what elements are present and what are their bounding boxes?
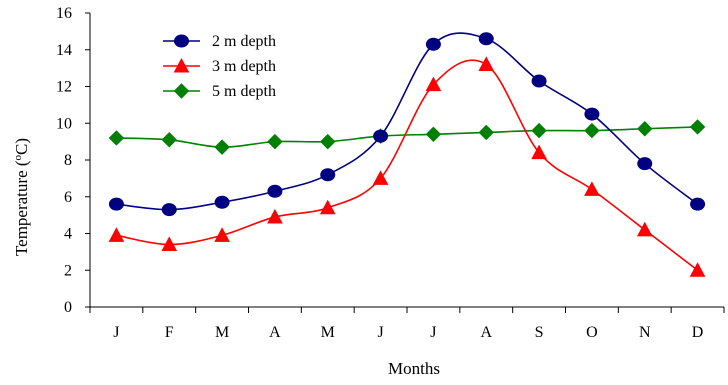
series-layer	[108, 32, 706, 277]
data-point	[584, 181, 600, 196]
x-tick-label: M	[215, 324, 229, 341]
legend-item: 3 m depth	[163, 57, 276, 75]
legend-label: 5 m depth	[212, 83, 276, 100]
legend-label: 2 m depth	[212, 33, 276, 50]
data-point	[637, 121, 653, 137]
data-point	[637, 157, 653, 171]
data-point	[425, 126, 442, 142]
data-point	[373, 129, 389, 143]
legend-marker	[174, 34, 189, 48]
data-point	[531, 144, 547, 160]
x-tick-label: D	[692, 324, 704, 341]
data-point	[584, 107, 600, 121]
series-line	[116, 32, 699, 211]
legend-label: 3 m depth	[212, 58, 276, 75]
y-axis-title: Temperature (oC)	[12, 138, 31, 256]
data-point	[478, 124, 494, 141]
y-axis-title-unit: C)	[12, 138, 31, 155]
data-point	[108, 227, 125, 242]
y-tick-label: 12	[56, 79, 72, 96]
x-tick-label: J	[377, 324, 383, 341]
data-point	[108, 197, 124, 211]
x-tick-label: A	[269, 324, 281, 341]
axes: 0 2 4 6 8 10 12 14 16 J F M A M J J A S O N D	[56, 5, 725, 341]
x-tick-label: M	[321, 324, 335, 341]
x-tick-label: J	[113, 324, 119, 341]
legend: 2 m depth 3 m depth 5 m depth	[163, 33, 276, 100]
data-point	[372, 170, 389, 185]
legend-item: 5 m depth	[163, 83, 276, 100]
data-point	[320, 168, 336, 182]
data-point	[689, 119, 706, 135]
series-5-m-depth	[108, 119, 706, 155]
y-tick-label: 14	[56, 42, 72, 59]
data-point	[161, 203, 177, 217]
y-axis-title-text: Temperature (	[12, 160, 31, 256]
data-point	[214, 139, 230, 155]
data-point	[690, 197, 706, 211]
y-axis-title-superscript: o	[12, 154, 24, 160]
x-tick-label: A	[480, 324, 492, 341]
data-point	[531, 74, 547, 88]
data-point	[267, 133, 283, 150]
data-point	[108, 130, 125, 146]
data-point	[531, 122, 547, 139]
x-tick-label: S	[535, 324, 544, 341]
series-line	[116, 59, 699, 271]
data-point	[214, 227, 230, 242]
legend-marker	[173, 57, 190, 73]
x-tick-label: F	[165, 324, 174, 341]
data-point	[584, 122, 600, 139]
data-point	[320, 133, 336, 150]
data-point	[425, 37, 441, 51]
y-tick-label: 4	[64, 226, 72, 243]
data-point	[161, 236, 178, 252]
data-point	[478, 56, 495, 71]
data-point	[425, 76, 442, 92]
y-tick-label: 2	[64, 262, 72, 279]
data-point	[161, 132, 177, 148]
data-point	[689, 262, 706, 277]
y-tick-label: 10	[56, 115, 72, 132]
x-tick-label: O	[586, 324, 598, 341]
x-axis-title: Months	[388, 359, 440, 378]
y-tick-label: 6	[64, 189, 72, 206]
series-3-m-depth	[108, 56, 706, 277]
legend-marker	[173, 83, 190, 99]
x-tick-label: J	[430, 324, 436, 341]
y-tick-label: 0	[64, 299, 72, 316]
y-tick-label: 8	[64, 152, 72, 169]
data-point	[636, 221, 653, 237]
y-tick-label: 16	[56, 5, 72, 22]
data-point	[478, 32, 494, 46]
data-point	[319, 199, 336, 215]
series-2-m-depth	[108, 32, 706, 217]
x-tick-label: N	[639, 324, 651, 341]
data-point	[214, 195, 230, 209]
data-point	[267, 208, 283, 224]
legend-item: 2 m depth	[163, 33, 276, 50]
data-point	[267, 184, 283, 198]
